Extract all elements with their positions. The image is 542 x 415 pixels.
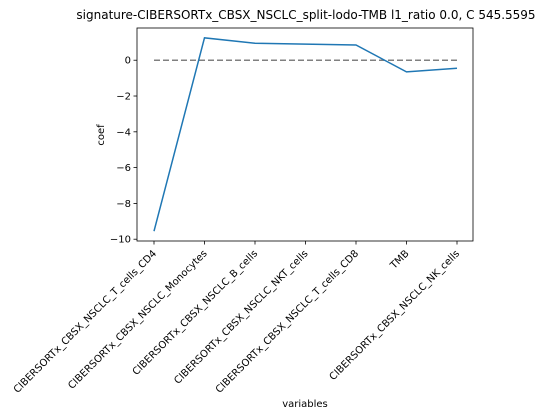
plot-area	[136, 27, 474, 242]
y-tick-label-5: −10	[110, 235, 131, 246]
x-axis-label: variables	[282, 399, 328, 410]
coef-series-line	[153, 37, 458, 232]
data-points	[153, 37, 458, 232]
y-tick-label-0: 0	[125, 56, 131, 67]
y-tick-label-3: −6	[116, 163, 131, 174]
chart-title: signature-CIBERSORTx_CBSX_NSCLC_split-lo…	[76, 8, 535, 22]
y-axis-ticks: 0 −2 −4 −6 −8 −10	[110, 56, 137, 246]
x-tick-label-5: TMB	[388, 248, 412, 272]
x-axis-ticks: CIBERSORTx_CBSX_NSCLC_T_cells_CD4CIBERSO…	[12, 241, 462, 396]
y-tick-label-2: −4	[116, 127, 131, 138]
y-tick-label-4: −8	[116, 199, 131, 210]
y-tick-label-1: −2	[116, 92, 131, 103]
y-axis-label: coef	[96, 124, 107, 146]
axes-frame	[136, 27, 474, 242]
